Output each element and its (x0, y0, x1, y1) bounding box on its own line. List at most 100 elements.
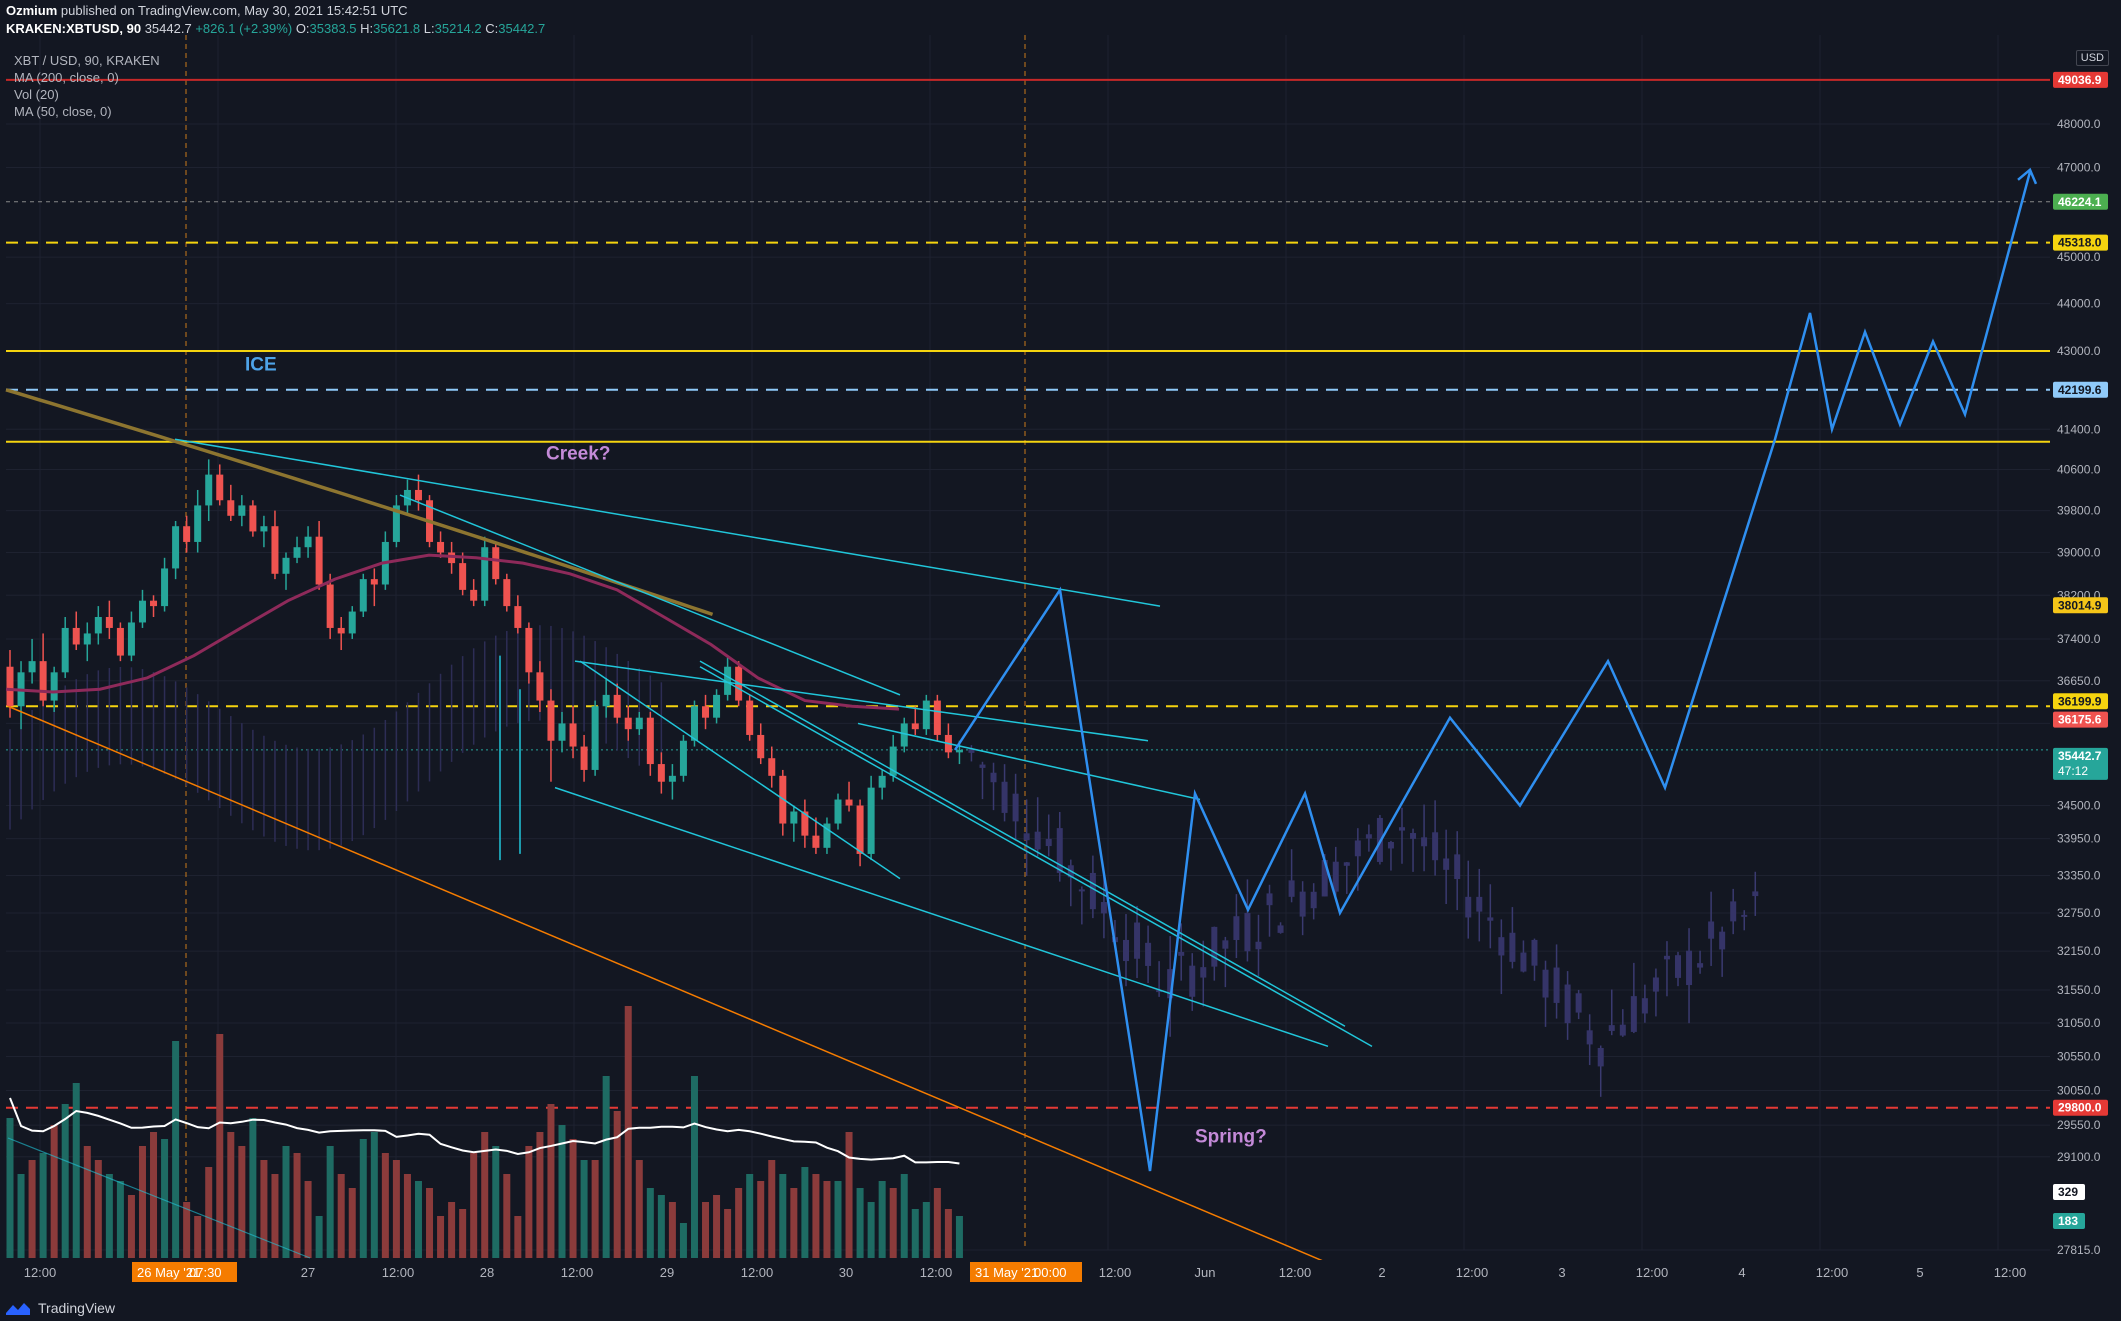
volume-bar (17, 1174, 25, 1258)
volume-bar (911, 1209, 919, 1258)
trendline (399, 494, 901, 696)
last-price: 35442.7 (144, 21, 192, 36)
price-change: +826.1 (+2.39%) (195, 21, 293, 36)
ghost-bar-body (1564, 984, 1571, 1024)
candle-body (271, 526, 279, 574)
volume-bar (834, 1181, 842, 1258)
candle-body (514, 606, 522, 628)
price-badge (2053, 711, 2108, 728)
volume-bar (392, 1160, 400, 1258)
volume-bar (790, 1188, 798, 1258)
volume-bar (216, 1034, 224, 1258)
ghost-bar-body (1299, 891, 1306, 917)
price-axis: 48000.0 47000.0 45000.0 44000.0 43000.0 41400… (2051, 35, 2121, 1260)
ghost-bar-body (1432, 832, 1439, 861)
price-tick-label: 41400.0 (2057, 422, 2101, 436)
volume-bar (724, 1209, 732, 1258)
ghost-bar-body (1178, 951, 1185, 956)
volume-bar (768, 1160, 776, 1258)
ghost-bar-body (1365, 834, 1372, 839)
price-tick-label: 48000.0 (2057, 117, 2101, 131)
candle-body (503, 579, 511, 607)
ghost-bar-body (1465, 896, 1472, 918)
ghost-bar-body (1034, 831, 1041, 850)
ghost-bar-body (1686, 950, 1693, 986)
author-name[interactable]: Ozmium (6, 3, 58, 18)
candle-body (39, 661, 47, 701)
legend-vol[interactable]: Vol (20) (14, 87, 59, 102)
time-tick-label: 27 (301, 1265, 315, 1280)
volume-bar (779, 1174, 787, 1258)
ghost-bar-body (1134, 922, 1141, 959)
time-marker-badge (132, 1262, 237, 1282)
currency-button[interactable]: USD (2075, 50, 2109, 66)
time-marker-label: 00:00 (1034, 1265, 1067, 1280)
time-marker-label: 31 May '21 (975, 1265, 1038, 1280)
volume-bar (746, 1174, 754, 1258)
ghost-bar-body (1266, 893, 1273, 906)
price-badge (2053, 747, 2108, 780)
ghost-bar-body (1288, 880, 1295, 897)
price-tick-label: 33950.0 (2057, 832, 2101, 846)
legend-title[interactable]: XBT / USD, 90, KRAKEN (14, 53, 160, 68)
candle-body (437, 541, 445, 553)
volume-bar (304, 1181, 312, 1258)
candle-body (801, 811, 809, 836)
candle-body (668, 775, 676, 782)
volume-bar (260, 1160, 268, 1258)
ghost-bar-body (990, 772, 997, 783)
price-badge (2053, 693, 2108, 710)
ghost-bar-body (1255, 941, 1262, 950)
volume-bar (6, 1118, 14, 1258)
ghost-bar-body (1332, 861, 1339, 892)
volume-bar (337, 1174, 345, 1258)
ghost-bar-body (1663, 955, 1670, 960)
candle-body (933, 700, 941, 735)
volume-bar (459, 1209, 467, 1258)
candle-body (746, 700, 754, 735)
indicator-legend: XBT / USD, 90, KRAKEN MA (200, close, 0)… (14, 52, 160, 120)
candle-body (6, 666, 14, 707)
price-tick-label: 29550.0 (2057, 1118, 2101, 1132)
candle-body (172, 526, 180, 569)
candle-body (370, 579, 378, 585)
time-tick-label: 12:00 (1816, 1265, 1849, 1280)
price-badge-label: 183 (2058, 1214, 2078, 1228)
candle-body (867, 787, 875, 854)
volume-bar (326, 1146, 334, 1258)
time-tick-label: 12:00 (1456, 1265, 1489, 1280)
candle-body (359, 579, 367, 612)
volume-bar (602, 1076, 610, 1258)
price-badge-label: 49036.9 (2058, 73, 2102, 87)
candle-body (481, 547, 489, 601)
candle-body (679, 740, 687, 776)
legend-ma50[interactable]: MA (50, close, 0) (14, 104, 112, 119)
tradingview-brand[interactable]: TradingView (4, 1299, 115, 1317)
volume-bar (39, 1153, 47, 1258)
candle-body (459, 563, 467, 590)
candle-body (547, 700, 555, 741)
candle-body (624, 717, 632, 730)
volume-bar (569, 1139, 577, 1258)
ghost-bar-body (1476, 896, 1483, 912)
ghost-bar-body (1078, 889, 1085, 892)
candle-body (105, 616, 113, 628)
volume-bar (61, 1104, 69, 1258)
projection-line (953, 171, 2032, 1172)
candle-body (591, 706, 599, 770)
price-badge-label: 36199.9 (2058, 694, 2102, 708)
ghost-bar-body (1156, 990, 1163, 993)
candle-body (183, 526, 191, 542)
high-value: 35621.8 (373, 21, 421, 36)
ghost-bar-body (1222, 940, 1229, 949)
ghost-bar-body (1343, 862, 1350, 866)
volume-bar (481, 1132, 489, 1258)
candle-body (790, 811, 798, 824)
volume-bar (955, 1216, 963, 1258)
time-tick-label: 3 (1558, 1265, 1565, 1280)
time-tick-label: 5 (1916, 1265, 1923, 1280)
annotation-label: Creek? (546, 443, 610, 464)
legend-ma200[interactable]: MA (200, close, 0) (14, 70, 119, 85)
ghost-bar-body (1487, 917, 1494, 921)
